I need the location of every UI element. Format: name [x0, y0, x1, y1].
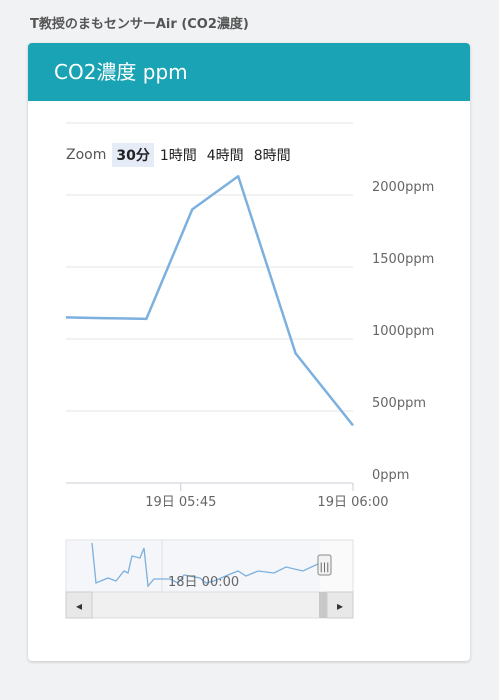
grid-lines — [66, 122, 353, 484]
scroll-left-button[interactable] — [65, 591, 93, 619]
y-tick-label: 0ppm — [372, 468, 409, 483]
data-point[interactable] — [63, 314, 69, 320]
navigator-series-line — [91, 542, 327, 588]
chart-card: CO2濃度 ppm Zoom 30分 1時間 4時間 8時間 0ppm 500pp… — [28, 43, 470, 661]
zoom-30m-button[interactable]: 30分 — [112, 143, 154, 167]
co2-chart: 0ppm 500ppm 1000ppm 1500ppm 2000ppm 19日 05:4… — [63, 122, 434, 619]
scroll-right-button[interactable] — [326, 591, 354, 619]
zoom-label: Zoom — [66, 147, 107, 163]
navigator-handle-icon: ||| — [319, 562, 329, 573]
zoom-bar: Zoom 30分 1時間 4時間 8時間 — [66, 143, 297, 167]
y-tick-label: 1500ppm — [372, 252, 434, 267]
series-layer — [63, 173, 356, 428]
y-tick-label: 500ppm — [372, 396, 426, 411]
y-axis-ticks: 0ppm 500ppm 1000ppm 1500ppm 2000ppm — [372, 180, 434, 483]
x-axis-ticks: 19日 05:45 19日 06:00 — [145, 483, 389, 510]
zoom-4h-button[interactable]: 4時間 — [206, 148, 244, 164]
card-title: CO2濃度 ppm — [28, 43, 470, 101]
scrollbar-thumb[interactable] — [319, 592, 327, 618]
y-tick-label: 1000ppm — [372, 324, 434, 339]
x-tick-label: 19日 05:45 — [145, 495, 216, 510]
data-point[interactable] — [235, 173, 241, 179]
zoom-8h-button[interactable]: 8時間 — [253, 148, 291, 164]
x-tick-label: 19日 06:00 — [317, 495, 388, 510]
chevron-right-icon: ▸ — [337, 599, 343, 613]
data-point[interactable] — [143, 316, 149, 322]
data-point[interactable] — [189, 206, 195, 212]
series-line[interactable] — [65, 175, 354, 427]
y-tick-label: 2000ppm — [372, 180, 434, 195]
navigator-handle[interactable] — [317, 554, 332, 576]
data-point[interactable] — [97, 315, 103, 321]
chevron-left-icon: ◂ — [76, 599, 82, 613]
navigator-label: 18日 00:00 — [168, 575, 239, 590]
data-point[interactable] — [350, 422, 356, 428]
page-heading: T教授のまもセンサーAir (CO2濃度) — [30, 17, 249, 32]
navigator-scrollbar[interactable]: ◂ ▸ — [65, 591, 354, 619]
navigator[interactable]: 18日 00:00 ||| — [65, 539, 354, 593]
data-point[interactable] — [293, 350, 299, 356]
zoom-1h-button[interactable]: 1時間 — [159, 148, 197, 164]
